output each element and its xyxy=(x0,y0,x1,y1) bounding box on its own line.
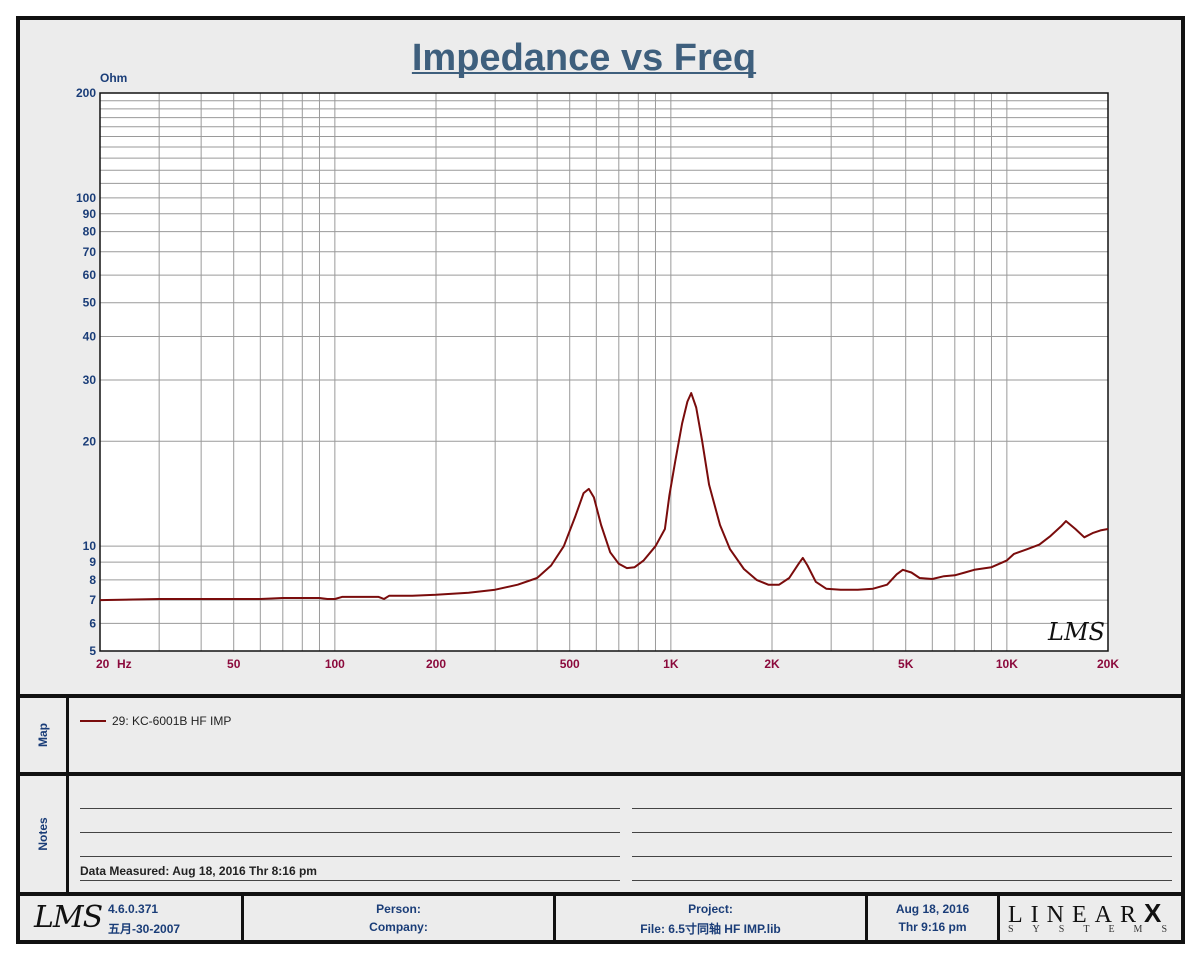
y-tick-label: 50 xyxy=(83,296,97,310)
note-line[interactable] xyxy=(80,880,620,881)
linearx-logo: LINEARX xyxy=(1008,898,1161,929)
note-line[interactable] xyxy=(632,856,1172,857)
version-text: 4.6.0.371 xyxy=(108,902,159,916)
divider xyxy=(20,772,1181,776)
map-tab-label: Map xyxy=(36,723,50,747)
y-tick-label: 90 xyxy=(83,207,97,221)
plot-panel: Impedance vs Freq Ohm Hz 5 6 7 8 9 10 20 30 40 50… xyxy=(20,20,1181,694)
y-tick-label: 9 xyxy=(89,555,96,569)
x-tick-label: 20 xyxy=(96,657,110,671)
y-tick-label: 5 xyxy=(89,644,96,658)
notes-tab-label: Notes xyxy=(36,817,50,851)
y-tick-label: 30 xyxy=(83,373,97,387)
legend[interactable]: 29: KC-6001B HF IMP xyxy=(80,714,231,728)
plot-background xyxy=(100,93,1108,651)
impedance-chart: Impedance vs Freq Ohm Hz 567891020304050… xyxy=(76,37,1119,671)
plot-border xyxy=(99,92,1109,652)
note-line[interactable] xyxy=(80,832,620,833)
y-tick-label: 20 xyxy=(83,434,97,448)
series-layer xyxy=(99,392,1109,602)
y-tick-label: 60 xyxy=(83,268,97,282)
systems-word: SYSTEMS xyxy=(1008,924,1187,935)
x-tick-label: 100 xyxy=(325,657,345,671)
x-tick-label: 1K xyxy=(663,657,679,671)
linearx-x: X xyxy=(1143,898,1162,928)
y-tick-label: 8 xyxy=(89,573,96,587)
y-unit-label: Ohm xyxy=(100,71,127,85)
grid xyxy=(99,92,1109,652)
y-tick-label: 40 xyxy=(83,329,97,343)
divider xyxy=(20,892,1181,896)
y-tick-label: 10 xyxy=(83,539,97,553)
note-line[interactable] xyxy=(632,880,1172,881)
x-tick-label: 5K xyxy=(898,657,914,671)
x-tick-label: 200 xyxy=(426,657,446,671)
data-measured-text: Data Measured: Aug 18, 2016 Thr 8:16 pm xyxy=(80,864,317,878)
file-label: File: 6.5寸同轴 HF IMP.lib xyxy=(640,922,781,936)
map-tab[interactable]: Map xyxy=(20,698,69,772)
build-date-text: 五月-30-2007 xyxy=(108,922,181,936)
notes-tab[interactable]: Notes xyxy=(20,776,69,892)
lms-logo: LMS xyxy=(34,900,103,935)
x-tick-label: 50 xyxy=(227,657,241,671)
notes-panel: Notes Data Measured: Aug 18, 2016 Thr 8:… xyxy=(20,776,1181,892)
lms-watermark: LMS xyxy=(1047,618,1105,646)
x-tick-label: 10K xyxy=(996,657,1018,671)
app-frame: Impedance vs Freq Ohm Hz 5 6 7 8 9 10 20 30 40 50… xyxy=(16,16,1185,944)
date-text: Aug 18, 2016 xyxy=(895,902,970,916)
linearx-word: LINEAR xyxy=(1008,902,1144,928)
y-tick-label: 7 xyxy=(89,593,96,607)
map-panel: Map 29: KC-6001B HF IMP xyxy=(20,698,1181,772)
y-tick-label: 100 xyxy=(76,191,96,205)
footer-logo-cell: LINEARX SYSTEMS xyxy=(1000,896,1181,940)
note-line[interactable] xyxy=(80,808,620,809)
note-line[interactable] xyxy=(632,832,1172,833)
legend-label: 29: KC-6001B HF IMP xyxy=(112,714,232,728)
y-tick-label: 200 xyxy=(76,86,96,100)
footer-version-cell: LMS 4.6.0.371 五月-30-2007 xyxy=(20,896,244,940)
y-tick-label: 80 xyxy=(83,225,97,239)
footer: LMS 4.6.0.371 五月-30-2007 Person: Company… xyxy=(20,896,1181,940)
person-label: Person: xyxy=(376,902,421,916)
project-label: Project: xyxy=(688,902,733,916)
x-tick-label: 20K xyxy=(1097,657,1119,671)
footer-person-cell: Person: Company: xyxy=(244,896,556,940)
company-label: Company: xyxy=(369,920,428,934)
y-tick-label: 70 xyxy=(83,245,97,259)
time-text: Thr 9:16 pm xyxy=(898,920,967,934)
divider xyxy=(20,694,1181,698)
x-tick-label: 500 xyxy=(560,657,580,671)
note-line[interactable] xyxy=(632,808,1172,809)
x-unit-label: Hz xyxy=(117,657,132,671)
tick-labels: 5 6 7 8 9 10 20 30 40 50 60 70 80 90 100 200 20 50 100 200 5… xyxy=(76,86,1119,671)
footer-project-cell: Project: File: 6.5寸同轴 HF IMP.lib xyxy=(556,896,868,940)
y-tick-label: 6 xyxy=(89,616,96,630)
legend-swatch xyxy=(80,720,106,722)
footer-date-cell: Aug 18, 2016 Thr 9:16 pm xyxy=(868,896,1000,940)
x-tick-label: 2K xyxy=(764,657,780,671)
series-line xyxy=(99,392,1109,602)
note-line[interactable] xyxy=(80,856,620,857)
